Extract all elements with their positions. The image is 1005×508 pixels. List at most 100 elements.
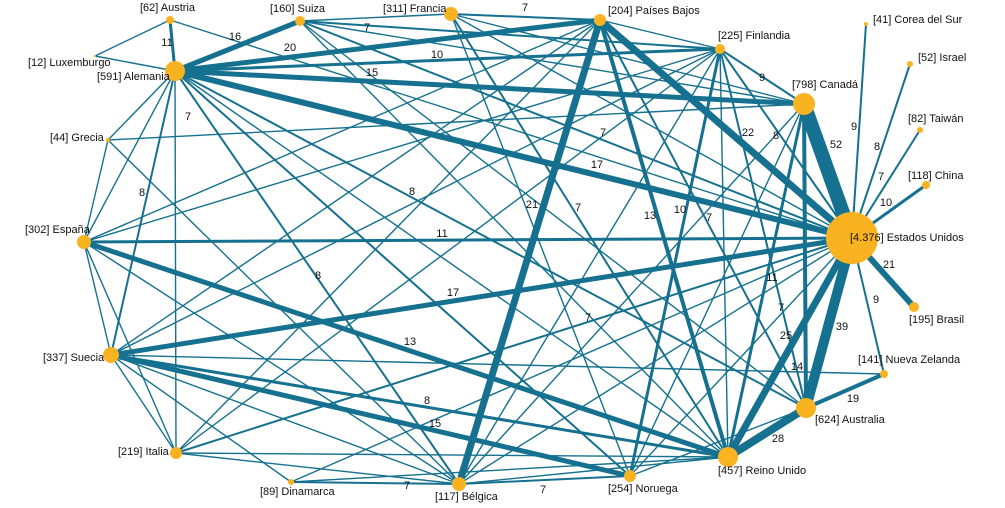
node	[77, 235, 91, 249]
nodes	[77, 7, 930, 491]
edge-weight: 10	[674, 204, 686, 216]
edge	[110, 70, 176, 356]
node	[909, 302, 919, 312]
edge-weight: 11	[766, 272, 777, 284]
edge	[450, 13, 853, 239]
edge	[174, 70, 460, 485]
edge-weight: 10	[431, 49, 443, 61]
edge	[450, 13, 729, 458]
edge	[458, 475, 631, 485]
edge-weight: 11	[161, 37, 172, 49]
edge-weight: 7	[878, 171, 884, 183]
node-label: [44] Grecia	[50, 132, 105, 144]
node	[103, 347, 119, 363]
edge	[174, 68, 853, 241]
edge	[851, 63, 911, 239]
edge-weight: 7	[185, 111, 191, 123]
edge-weight: 7	[364, 22, 370, 34]
edge-weight: 9	[873, 294, 879, 306]
edge	[629, 103, 805, 477]
edge-weight: 22	[742, 127, 754, 139]
node	[594, 14, 606, 26]
edge	[299, 20, 807, 409]
node-label: [160] Suiza	[270, 3, 326, 15]
node-label: [89] Dinamarca	[260, 486, 335, 498]
node	[624, 470, 636, 482]
node-label: [337] Suecia	[43, 352, 105, 364]
node-label: [118] China	[908, 170, 964, 182]
node-label: [798] Canadá	[792, 79, 859, 91]
edge	[107, 103, 805, 141]
node-label: [12] Luxemburgo	[28, 57, 111, 69]
edge	[83, 241, 177, 454]
edge	[599, 19, 721, 50]
edge	[94, 19, 171, 57]
edge-weight: 39	[836, 321, 848, 333]
edge	[801, 236, 857, 410]
edge-weight: 9	[851, 121, 857, 133]
edge	[83, 239, 729, 460]
edge-weight: 7	[540, 484, 546, 496]
edge	[175, 19, 601, 454]
edge	[174, 68, 805, 107]
node	[94, 55, 96, 57]
node-label: [225] Finlandia	[718, 30, 791, 42]
edge	[175, 452, 460, 485]
edge-weight: 19	[847, 393, 859, 405]
edge-weight: 52	[830, 139, 842, 151]
edge	[174, 47, 721, 73]
edge	[110, 19, 601, 356]
edge-weight: 11	[436, 228, 447, 240]
edge	[450, 13, 631, 477]
edge-weight: 14	[791, 361, 803, 373]
edge	[174, 70, 729, 458]
edge-weight: 17	[447, 287, 459, 299]
edge	[299, 20, 721, 50]
edge	[107, 139, 460, 485]
edge	[110, 353, 729, 459]
edge	[725, 404, 809, 461]
edge	[458, 48, 721, 485]
edge	[110, 235, 853, 358]
edge-weight: 10	[880, 197, 892, 209]
node	[170, 447, 182, 459]
node	[106, 138, 110, 142]
edge-weight: 8	[874, 141, 880, 153]
edge	[174, 70, 631, 477]
edge	[299, 20, 853, 239]
node-label: [624] Australia	[815, 414, 886, 426]
node	[793, 93, 815, 115]
node	[452, 477, 466, 491]
edge	[726, 103, 806, 458]
edge-weight: 8	[139, 187, 145, 199]
node-label: [204] Países Bajos	[608, 5, 700, 17]
edge	[299, 20, 805, 105]
node	[166, 16, 174, 24]
edge-weight: 13	[404, 336, 416, 348]
node	[288, 479, 294, 485]
edge-weight: 15	[366, 67, 378, 79]
edge-weight: 9	[759, 72, 765, 84]
node-label: [195] Brasil	[909, 314, 964, 326]
edge	[94, 55, 176, 72]
edge	[110, 354, 177, 454]
edge	[83, 241, 460, 485]
edge	[299, 13, 452, 22]
node	[295, 16, 305, 26]
edge-weight: 7	[522, 2, 528, 14]
node-label: [591] Alemania	[97, 71, 171, 83]
edge-weight: 13	[644, 210, 656, 222]
edge	[175, 48, 721, 454]
edge	[455, 18, 604, 486]
node	[864, 22, 868, 26]
edge	[174, 17, 601, 74]
node-label: [117] Bélgica	[435, 491, 499, 503]
node-label: [254] Noruega	[608, 483, 679, 495]
node-label: [41] Corea del Sur	[873, 14, 963, 26]
edge-weight: 21	[526, 199, 538, 211]
edge-weight: 7	[706, 212, 712, 224]
node	[796, 398, 816, 418]
edge	[597, 17, 855, 241]
edge	[83, 241, 112, 356]
